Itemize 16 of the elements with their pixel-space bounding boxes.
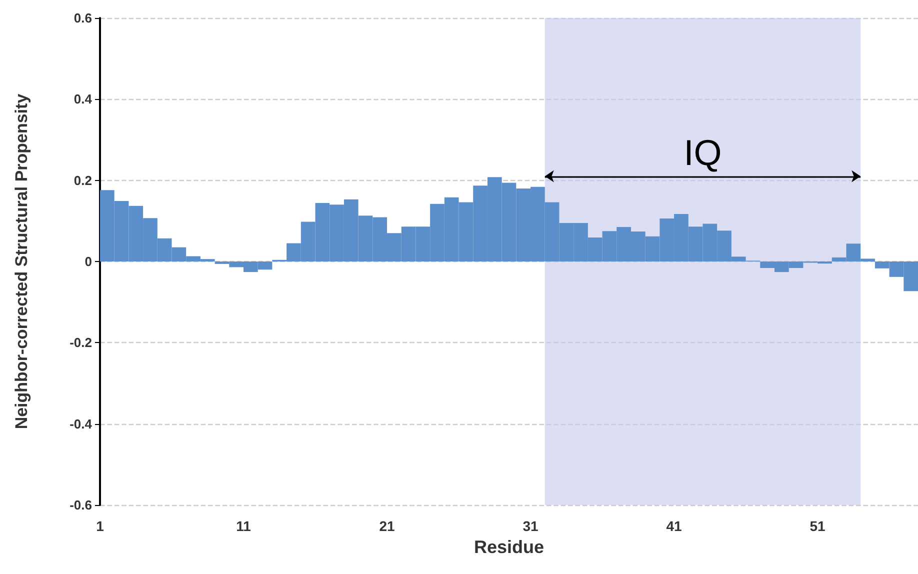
x-tick-label: 41 bbox=[666, 518, 682, 534]
y-tick-label: -0.2 bbox=[70, 335, 92, 350]
y-tick-label: 0.2 bbox=[74, 172, 92, 188]
x-tick-label: 21 bbox=[379, 518, 396, 534]
y-tick-label: 0 bbox=[84, 254, 92, 269]
y-tick-label: 0.4 bbox=[74, 92, 93, 107]
x-axis-title: Residue bbox=[474, 536, 544, 557]
y-tick-label: -0.6 bbox=[70, 498, 92, 512]
y-axis-title: Neighbor-corrected Structural Propensity bbox=[12, 93, 31, 430]
x-tick-label: 1 bbox=[96, 518, 104, 534]
y-tick-label: -0.4 bbox=[70, 416, 93, 432]
band-label: IQ bbox=[684, 132, 722, 173]
x-tick-label: 11 bbox=[236, 518, 252, 534]
x-tick-label: 31 bbox=[522, 518, 539, 534]
x-tick-label: 51 bbox=[810, 518, 826, 534]
y-tick-label: 0.6 bbox=[74, 10, 92, 26]
